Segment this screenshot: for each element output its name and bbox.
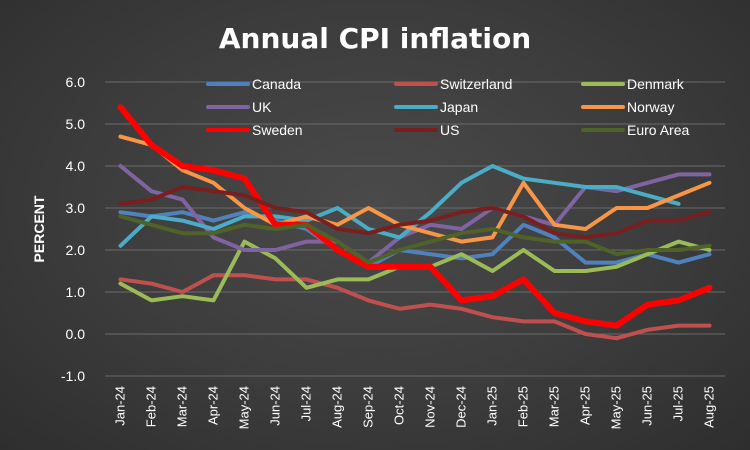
x-tick-label: Jan-25	[485, 386, 500, 426]
x-tick-label: Jun-25	[640, 386, 655, 426]
x-tick-label: Jul-25	[671, 386, 686, 421]
series-line-canada	[118, 210, 712, 269]
x-tick-label: Sep-24	[361, 386, 376, 428]
legend-label-norway: Norway	[627, 99, 674, 115]
series-lines	[117, 104, 713, 341]
x-tick-label: Apr-25	[578, 386, 593, 425]
y-tick-label: 0.0	[66, 326, 86, 342]
legend: Canada Switzerland Denmark UK Japan Norway Swe…	[206, 76, 689, 138]
x-tick-label: Aug-24	[330, 386, 345, 428]
series-line-us	[118, 185, 712, 240]
x-tick-label: Dec-24	[454, 386, 469, 428]
y-tick-label: 1.0	[66, 284, 86, 300]
x-tick-label: Jan-24	[113, 386, 128, 426]
x-tick-label: Apr-24	[206, 386, 221, 425]
legend-label-sweden: Sweden	[252, 122, 303, 138]
x-tick-label: May-24	[237, 386, 252, 429]
x-tick-label: Oct-24	[392, 386, 407, 425]
legend-label-japan: Japan	[440, 99, 478, 115]
series-line-switzerland	[118, 273, 712, 341]
x-axis-ticks: Jan-24 Feb-24 Mar-24 Apr-24 May-24 Jun-24 Jul-…	[113, 386, 717, 429]
series-line-uk	[118, 164, 712, 265]
series-line-sweden	[117, 104, 713, 329]
x-tick-label: Aug-25	[702, 386, 717, 428]
legend-label-uk: UK	[252, 99, 272, 115]
y-tick-label: 3.0	[66, 200, 86, 216]
y-tick-label: 2.0	[66, 242, 86, 258]
x-tick-label: Feb-25	[516, 386, 531, 427]
y-axis-label: PERCENT	[31, 195, 47, 262]
legend-label-euro-area: Euro Area	[627, 122, 689, 138]
series-line-japan	[118, 164, 681, 248]
x-tick-label: Nov-24	[423, 386, 438, 428]
gridlines	[105, 81, 725, 377]
legend-label-us: US	[440, 122, 459, 138]
x-tick-label: Feb-24	[144, 386, 159, 427]
y-tick-label: 4.0	[66, 158, 86, 174]
x-tick-label: Jun-24	[268, 386, 283, 426]
y-tick-label: -1.0	[61, 368, 85, 384]
series-line-norway	[118, 134, 712, 244]
x-tick-label: Jul-24	[299, 386, 314, 421]
legend-label-canada: Canada	[252, 76, 301, 92]
chart-title: Annual CPI inflation	[219, 22, 531, 55]
y-tick-label: 5.0	[66, 116, 86, 132]
series-line-euro-area	[118, 214, 712, 265]
y-tick-label: 6.0	[66, 74, 86, 90]
legend-label-denmark: Denmark	[627, 76, 685, 92]
y-axis-ticks: -1.0 0.0 1.0 2.0 3.0 4.0 5.0 6.0	[61, 74, 85, 384]
x-tick-label: Mar-24	[175, 386, 190, 427]
legend-label-switzerland: Switzerland	[440, 76, 512, 92]
x-tick-label: May-25	[609, 386, 624, 429]
x-tick-label: Mar-25	[547, 386, 562, 427]
